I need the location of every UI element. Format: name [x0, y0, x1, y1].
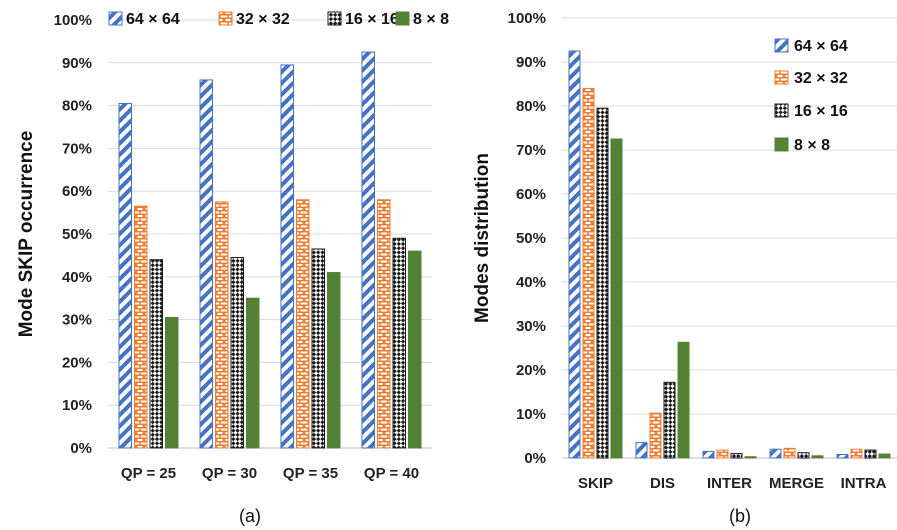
y-tick-label: 70%	[62, 140, 92, 157]
x-tick-label: QP = 35	[283, 465, 338, 482]
legend-swatch-64-64	[774, 38, 789, 53]
bar-8-8-qp-40	[408, 250, 422, 449]
bar-32-32-merge	[783, 447, 796, 459]
bar-32-32-qp-30	[215, 201, 229, 449]
bar-16-16-inter	[730, 453, 743, 459]
y-tick-label: 0%	[524, 450, 546, 467]
legend-label-8-8: 8 × 8	[413, 11, 449, 28]
bar-8-8-qp-35	[327, 272, 341, 449]
legend: 64 × 64 32 × 32 16 × 16 8 × 8	[774, 38, 848, 154]
bar-16-16-qp-25	[149, 259, 163, 449]
y-tick-label: 50%	[62, 226, 92, 243]
legend-label-32-32: 32 × 32	[794, 70, 848, 87]
bar-32-32-intra	[850, 448, 863, 459]
bar-32-32-skip	[582, 87, 595, 459]
y-tick-label: 10%	[62, 397, 92, 414]
x-tick-label: QP = 30	[202, 465, 257, 482]
y-tick-label: 100%	[54, 12, 92, 29]
bar-64-64-qp-35	[280, 64, 294, 449]
legend-swatch-32-32	[218, 11, 233, 26]
bar-8-8-dis	[677, 341, 690, 459]
chart-panel-a: 0% 10% 20% 30% 40% 50% 60% 70% 80% 90% 100% QP = 2…	[16, 11, 449, 526]
bar-8-8-qp-30	[246, 297, 260, 449]
bar-16-16-dis	[663, 381, 676, 459]
bars	[118, 51, 422, 449]
bar-16-16-skip	[596, 107, 609, 459]
bar-32-32-qp-35	[296, 199, 310, 449]
y-axis-title: Modes distribution	[472, 153, 493, 323]
bar-64-64-qp-40	[361, 51, 375, 449]
y-tick-label: 30%	[516, 318, 546, 335]
bar-8-8-skip	[610, 138, 623, 459]
x-tick-label: QP = 25	[121, 465, 176, 482]
bar-16-16-qp-35	[311, 248, 325, 449]
x-tick-label: QP = 40	[364, 465, 419, 482]
bar-16-16-merge	[797, 452, 810, 459]
y-axis-title: Mode SKIP occurrence	[16, 131, 37, 338]
legend-label-8-8: 8 × 8	[794, 137, 830, 154]
legend-swatch-8-8	[395, 11, 410, 26]
chart-panel-b: 0% 10% 20% 30% 40% 50% 60% 70% 80% 90% 100% SKIP DI…	[472, 10, 897, 526]
bar-8-8-merge	[811, 455, 824, 459]
bar-64-64-intra	[836, 453, 849, 459]
x-tick-label: DIS	[650, 475, 675, 492]
legend-label-16-16: 16 × 16	[794, 103, 848, 120]
legend-label-16-16: 16 × 16	[345, 11, 399, 28]
y-tick-label: 10%	[516, 406, 546, 423]
y-tick-label: 60%	[516, 186, 546, 203]
legend-swatch-32-32	[774, 70, 789, 85]
x-tick-label: SKIP	[578, 475, 613, 492]
bar-64-64-merge	[769, 448, 782, 459]
legend-label-64-64: 64 × 64	[794, 38, 848, 55]
y-tick-label: 90%	[62, 55, 92, 72]
bar-64-64-dis	[635, 442, 648, 459]
legend-swatch-64-64	[108, 11, 123, 26]
bar-64-64-inter	[702, 450, 715, 459]
legend-label-32-32: 32 × 32	[236, 11, 290, 28]
bar-64-64-qp-25	[118, 102, 132, 449]
bar-32-32-qp-40	[377, 199, 391, 449]
x-axis-ticks: SKIP DIS INTER MERGE INTRA	[578, 475, 887, 492]
y-tick-label: 30%	[62, 312, 92, 329]
bar-16-16-qp-30	[230, 257, 244, 449]
bar-16-16-qp-40	[392, 237, 406, 449]
bar-32-32-inter	[716, 449, 729, 459]
panel-caption: (b)	[729, 506, 751, 526]
x-axis-ticks: QP = 25 QP = 30 QP = 35 QP = 40	[121, 465, 419, 482]
y-axis-ticks: 0% 10% 20% 30% 40% 50% 60% 70% 80% 90% 100%	[54, 12, 92, 457]
legend: 64 × 64 32 × 32 16 × 16 8 × 8	[108, 11, 449, 28]
y-axis-ticks: 0% 10% 20% 30% 40% 50% 60% 70% 80% 90% 100%	[508, 10, 546, 467]
y-tick-label: 40%	[516, 274, 546, 291]
panel-caption: (a)	[239, 506, 261, 526]
legend-swatch-16-16	[774, 103, 789, 118]
y-tick-label: 90%	[516, 54, 546, 71]
y-tick-label: 100%	[508, 10, 546, 27]
y-tick-label: 80%	[516, 98, 546, 115]
y-tick-label: 20%	[516, 362, 546, 379]
legend-swatch-16-16	[327, 11, 342, 26]
y-tick-label: 40%	[62, 269, 92, 286]
x-tick-label: INTRA	[841, 475, 887, 492]
legend-swatch-8-8	[774, 137, 789, 152]
y-tick-label: 50%	[516, 230, 546, 247]
legend-label-64-64: 64 × 64	[126, 11, 180, 28]
bar-64-64-qp-30	[199, 79, 213, 449]
bar-8-8-inter	[744, 456, 757, 459]
y-tick-label: 20%	[62, 354, 92, 371]
bar-8-8-intra	[878, 453, 891, 459]
x-tick-label: MERGE	[769, 475, 824, 492]
bar-32-32-qp-25	[134, 205, 148, 449]
x-tick-label: INTER	[707, 475, 752, 492]
y-tick-label: 0%	[70, 440, 92, 457]
y-tick-label: 70%	[516, 142, 546, 159]
bar-16-16-intra	[864, 449, 877, 459]
y-tick-label: 60%	[62, 183, 92, 200]
bars	[568, 50, 891, 459]
bar-8-8-qp-25	[165, 316, 179, 449]
y-tick-label: 80%	[62, 98, 92, 115]
bar-64-64-skip	[568, 50, 581, 459]
bar-32-32-dis	[649, 412, 662, 459]
